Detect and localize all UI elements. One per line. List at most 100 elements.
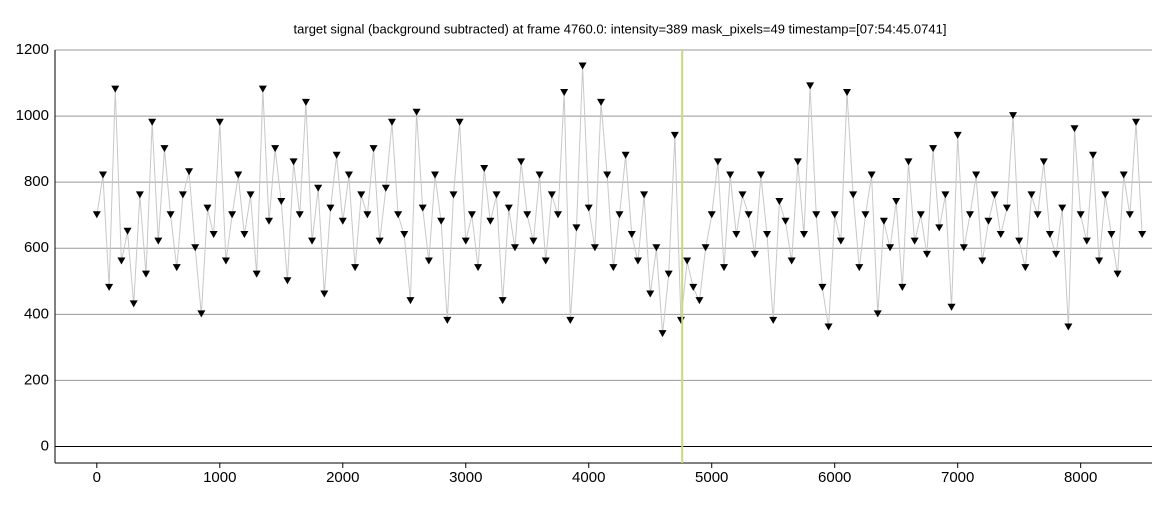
marker	[806, 82, 815, 90]
marker	[769, 316, 778, 324]
marker	[566, 316, 575, 324]
marker	[246, 191, 255, 199]
marker	[154, 237, 163, 245]
marker	[904, 158, 913, 166]
marker	[418, 204, 427, 212]
marker	[400, 231, 409, 239]
marker	[775, 197, 784, 205]
marker	[683, 257, 692, 265]
marker	[135, 191, 144, 199]
y-tick-label: 200	[24, 371, 49, 388]
marker	[910, 237, 919, 245]
marker	[221, 257, 230, 265]
marker	[381, 184, 390, 192]
marker	[271, 145, 280, 153]
marker	[701, 244, 710, 252]
marker	[387, 118, 396, 126]
marker	[799, 231, 808, 239]
marker	[597, 98, 606, 106]
marker	[720, 264, 729, 272]
marker	[861, 211, 870, 219]
marker	[105, 283, 114, 291]
marker	[228, 211, 237, 219]
marker	[553, 211, 562, 219]
marker	[111, 85, 120, 93]
marker	[578, 62, 587, 70]
marker	[412, 108, 421, 116]
marker	[117, 257, 126, 265]
marker	[160, 145, 169, 153]
marker	[480, 164, 489, 172]
marker	[1064, 323, 1073, 331]
marker	[92, 211, 101, 219]
x-tick-label: 6000	[818, 469, 851, 486]
marker	[461, 237, 470, 245]
marker	[351, 264, 360, 272]
marker	[1101, 191, 1110, 199]
marker	[990, 191, 999, 199]
marker	[830, 211, 839, 219]
marker	[793, 158, 802, 166]
marker	[240, 231, 249, 239]
marker	[289, 158, 298, 166]
marker	[166, 211, 175, 219]
marker	[572, 224, 581, 232]
marker	[492, 191, 501, 199]
marker	[523, 211, 532, 219]
marker	[301, 98, 310, 106]
marker	[1076, 211, 1085, 219]
marker	[529, 237, 538, 245]
marker	[695, 297, 704, 305]
marker	[627, 231, 636, 239]
marker	[756, 171, 765, 179]
marker	[431, 171, 440, 179]
marker	[172, 264, 181, 272]
marker	[129, 300, 138, 308]
marker	[178, 191, 187, 199]
marker	[277, 197, 286, 205]
marker	[258, 85, 267, 93]
marker	[1039, 158, 1048, 166]
marker	[959, 244, 968, 252]
marker	[1070, 125, 1079, 133]
y-tick-label: 0	[41, 437, 49, 454]
marker	[898, 283, 907, 291]
marker	[615, 211, 624, 219]
marker	[689, 283, 698, 291]
marker	[738, 191, 747, 199]
marker	[535, 171, 544, 179]
y-tick-label: 400	[24, 305, 49, 322]
marker	[707, 211, 716, 219]
marker	[892, 197, 901, 205]
marker	[344, 171, 353, 179]
marker	[455, 118, 464, 126]
marker	[1107, 231, 1116, 239]
marker	[781, 217, 790, 225]
marker	[1045, 231, 1054, 239]
x-tick-label: 1000	[203, 469, 236, 486]
marker	[972, 171, 981, 179]
marker	[843, 88, 852, 96]
marker	[517, 158, 526, 166]
marker	[584, 204, 593, 212]
marker	[787, 257, 796, 265]
marker	[947, 303, 956, 311]
marker	[326, 204, 335, 212]
marker	[197, 310, 206, 318]
marker	[264, 217, 273, 225]
marker	[836, 237, 845, 245]
marker	[965, 211, 974, 219]
marker	[234, 171, 243, 179]
marker	[1021, 264, 1030, 272]
marker	[498, 297, 507, 305]
marker	[320, 290, 329, 298]
marker	[929, 145, 938, 153]
marker	[603, 171, 612, 179]
marker	[652, 244, 661, 252]
marker	[1002, 204, 1011, 212]
marker	[357, 191, 366, 199]
marker	[1132, 118, 1141, 126]
marker	[467, 211, 476, 219]
signal-line	[96, 66, 1143, 335]
marker	[732, 231, 741, 239]
